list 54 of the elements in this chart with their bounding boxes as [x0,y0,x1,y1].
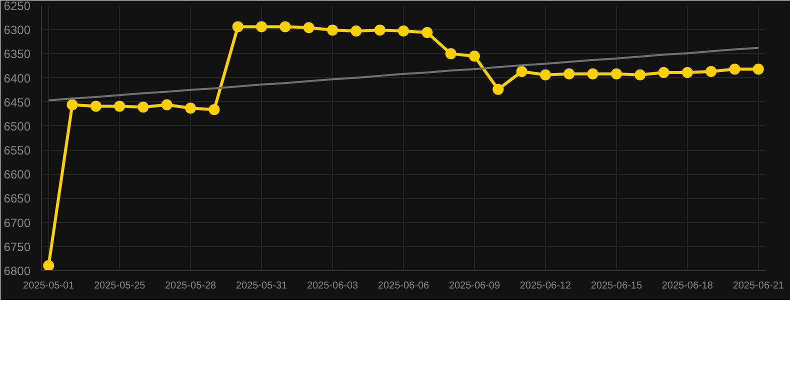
point [90,100,102,112]
x-tick-label: 2025-05-25 [94,280,146,292]
y-tick-label: 6300 [4,23,31,38]
point [634,69,646,80]
point [492,84,504,95]
point [516,66,528,77]
point [66,99,78,110]
y-tick-label: 6800 [4,264,31,278]
x-tick-label: 2025-06-09 [448,280,500,292]
point [564,68,575,80]
x-tick-label: 2025-05-01 [23,280,75,292]
point [208,104,220,116]
point [398,26,409,37]
y-tick-label: 6500 [4,119,31,134]
point [43,260,54,270]
y-tick-label: 6450 [4,95,31,110]
point [658,66,670,78]
x-tick-label: 2025-06-21 [732,280,784,292]
y-tick-label: 6400 [4,71,31,86]
x-tick-label: 2025-06-15 [590,280,642,292]
y-tick-label: 6750 [4,240,31,254]
x-tick-label: 2025-06-12 [520,280,572,292]
point [729,64,740,75]
point [185,102,196,114]
point [256,21,268,32]
point [350,26,362,37]
point [540,69,551,80]
x-tick-label: 2025-06-03 [306,280,359,292]
point [327,24,338,36]
point [752,64,764,75]
point [682,66,693,78]
x-tick-label: 2025-06-06 [378,280,430,292]
point [138,102,149,113]
point [161,99,172,110]
point [232,21,244,32]
x-tick-label: 2025-05-28 [164,280,217,292]
y-tick-label: 6550 [4,144,31,158]
point [610,68,622,80]
y-tick-label: 6250 [4,0,31,13]
point [445,48,456,60]
point [422,26,433,38]
y-tick-label: 6700 [4,216,31,230]
point [374,24,386,36]
point [303,22,314,34]
x-tick-label: 2025-06-18 [662,280,714,292]
x-tick-label: 2025-05-31 [236,280,288,292]
point [468,50,480,62]
point [706,66,717,77]
y-tick-label: 6600 [4,168,31,182]
y-tick-label: 6350 [4,47,31,62]
point [587,68,598,80]
point [114,100,126,112]
y-tick-label: 6650 [4,192,31,206]
point [280,21,291,32]
